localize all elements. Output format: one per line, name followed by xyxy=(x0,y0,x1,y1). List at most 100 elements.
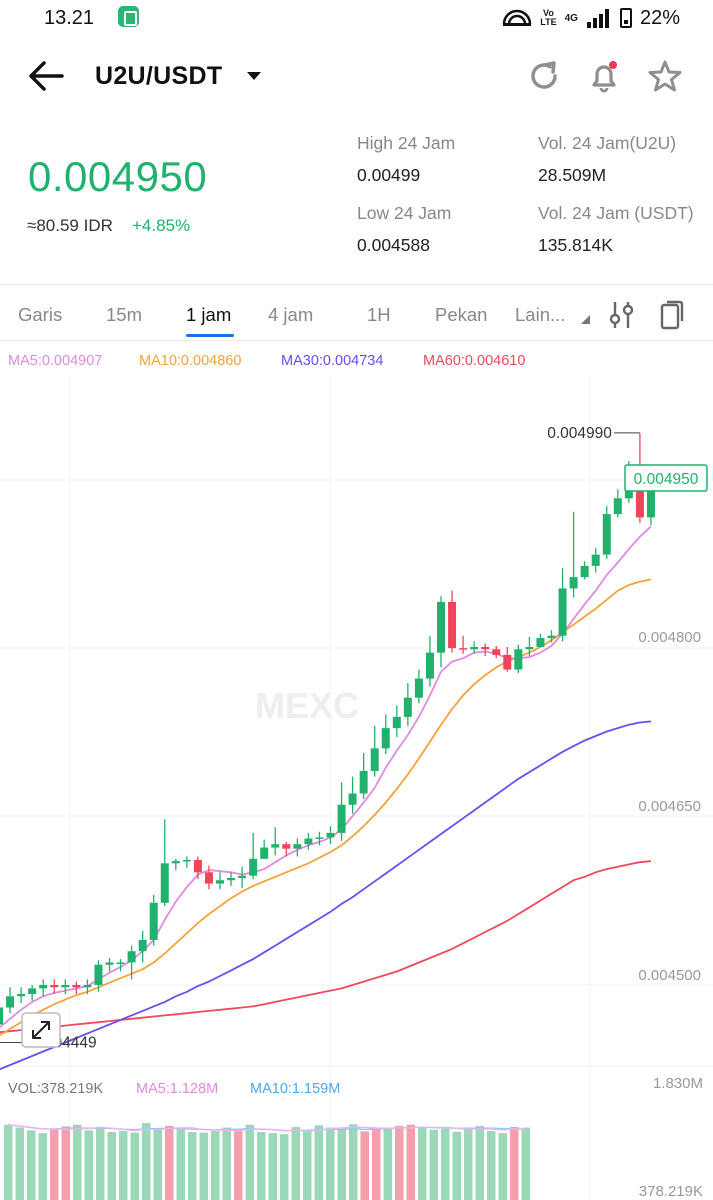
tab-1-jam[interactable]: 1 jam xyxy=(186,304,232,325)
price-axis-label: 0.004800 xyxy=(638,629,701,646)
candle-body xyxy=(28,988,37,995)
volume-bars xyxy=(4,1123,530,1200)
volume-bar xyxy=(452,1132,461,1200)
volume-bar xyxy=(360,1131,369,1200)
volume-bar xyxy=(153,1129,162,1200)
volume-axis-bottom: 378.219K xyxy=(639,1183,703,1200)
price-axis-label: 0.004500 xyxy=(638,967,701,984)
ma60-line xyxy=(0,860,652,1034)
candle-body xyxy=(503,654,512,670)
candle-body xyxy=(17,994,26,997)
landscape-mode-icon[interactable] xyxy=(659,299,685,331)
volume-bar xyxy=(84,1130,93,1200)
indicator-settings-icon[interactable] xyxy=(609,300,635,330)
tab-1h[interactable]: 1H xyxy=(367,304,391,325)
back-arrow-icon[interactable] xyxy=(26,56,68,96)
favorite-star-icon[interactable] xyxy=(647,58,683,94)
candle-body xyxy=(61,985,70,988)
last-price-tag xyxy=(624,464,708,492)
volume-bar xyxy=(372,1128,381,1200)
volume-bar xyxy=(188,1132,197,1200)
more-intervals-caret-icon[interactable] xyxy=(581,315,590,324)
price-alert-bell-icon[interactable] xyxy=(586,58,622,94)
candle-body xyxy=(315,837,324,839)
candle-body xyxy=(94,964,103,985)
volume-current: VOL:378.219K xyxy=(8,1081,104,1097)
candle-body xyxy=(171,861,180,864)
candle-body xyxy=(337,804,346,833)
volume-bar xyxy=(268,1133,277,1200)
candle-body xyxy=(304,838,313,845)
candle-body xyxy=(536,637,545,647)
tab-lainnya[interactable]: Lain... xyxy=(515,304,566,325)
volume-bar xyxy=(142,1123,151,1200)
high-marker-label: 0.004990 xyxy=(547,425,612,442)
volume-bar xyxy=(314,1125,323,1200)
volte-bottom-text: LTE xyxy=(540,17,557,27)
vol-24h-quote-value: 135.814K xyxy=(538,235,613,255)
low-24h-label: Low 24 Jam xyxy=(357,203,452,223)
status-time: 13.21 xyxy=(44,7,95,29)
volume-bar xyxy=(418,1127,427,1200)
hotspot-icon xyxy=(503,9,532,26)
volume-bar xyxy=(441,1128,450,1200)
candle-body xyxy=(182,859,191,862)
candle-body xyxy=(6,996,15,1008)
moving-average-lines xyxy=(0,525,652,1071)
tab-4-jam[interactable]: 4 jam xyxy=(268,304,314,325)
last-price: 0.004950 xyxy=(28,153,208,200)
candle-body xyxy=(39,985,48,989)
volte-top-text: Vo xyxy=(543,8,554,18)
expand-chart-icon[interactable] xyxy=(21,1012,61,1048)
vol-24h-base-value: 28.509M xyxy=(538,165,607,185)
volume-bar xyxy=(475,1125,484,1200)
candle-body xyxy=(138,939,147,952)
high-24h-value: 0.00499 xyxy=(357,165,421,185)
candle-body xyxy=(613,498,622,515)
candle-body xyxy=(403,697,412,717)
high-24h-label: High 24 Jam xyxy=(357,133,456,153)
pair-dropdown-caret-icon[interactable] xyxy=(247,72,261,80)
candle-body xyxy=(370,748,379,771)
volume-bar xyxy=(234,1130,243,1200)
volume-bar xyxy=(38,1133,47,1200)
status-bar: 13.21 Vo LTE 4G 22% xyxy=(0,0,713,36)
candle-body xyxy=(293,844,302,849)
volume-bar xyxy=(429,1129,438,1200)
tab-garis[interactable]: Garis xyxy=(18,304,63,325)
price-idr: ≈80.59 IDR xyxy=(27,216,113,235)
tab-15m[interactable]: 15m xyxy=(106,304,142,325)
volume-ma5-line xyxy=(7,1124,526,1133)
status-indicators: Vo LTE 4G 22% xyxy=(502,6,680,30)
candle-body xyxy=(459,648,468,650)
low-24h-value: 0.004588 xyxy=(357,235,430,255)
candle-body xyxy=(249,858,258,876)
volume-bar xyxy=(96,1127,105,1200)
candlestick-chart[interactable]: MEXC 0.004800 0.004650 0.004500 0.004950 0.… xyxy=(0,370,713,1200)
price-axis: 0.004800 0.004650 0.004500 xyxy=(638,629,701,984)
volume-bar xyxy=(257,1132,266,1200)
candle-body xyxy=(227,877,236,881)
volume-ma10: MA10:1.159M xyxy=(250,1081,341,1097)
candle-body xyxy=(0,1007,3,1025)
candle-body xyxy=(514,649,523,670)
app-notification-icon xyxy=(118,6,139,27)
candle-body xyxy=(116,962,125,964)
volume-bar xyxy=(326,1127,335,1200)
header: U2U/USDT xyxy=(0,44,713,108)
refresh-icon[interactable] xyxy=(526,58,562,94)
candle-body xyxy=(72,985,81,988)
price-axis-label: 0.004650 xyxy=(638,798,701,815)
candle-body xyxy=(216,880,224,884)
candle-body xyxy=(392,716,401,729)
candle-body xyxy=(193,859,202,873)
volume-bar xyxy=(61,1126,70,1200)
pair-selector[interactable]: U2U/USDT xyxy=(95,62,223,90)
tab-pekan[interactable]: Pekan xyxy=(435,304,488,325)
volume-bar xyxy=(406,1124,415,1200)
ma60-legend: MA60:0.004610 xyxy=(423,353,526,369)
candle-body xyxy=(492,649,501,655)
ma30-legend: MA30:0.004734 xyxy=(281,353,384,369)
volume-bar xyxy=(349,1124,358,1200)
